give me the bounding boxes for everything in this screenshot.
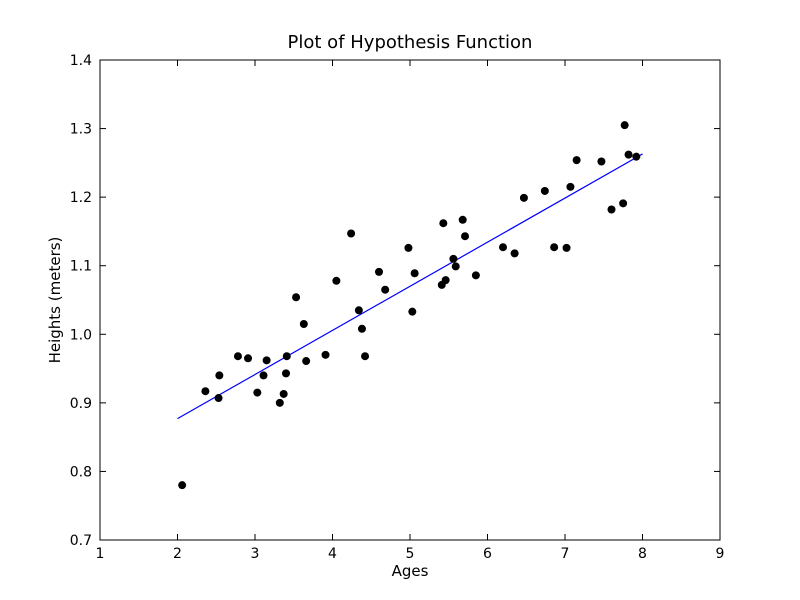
- data-point: [244, 354, 253, 363]
- data-point: [354, 306, 363, 315]
- data-point: [299, 320, 308, 328]
- data-point: [178, 481, 187, 490]
- data-point: [408, 307, 417, 316]
- data-point: [471, 271, 480, 280]
- axis-ticks: 1 2 3 4 5 6 7 8 9 0.7 0.8 0.9 1.0 1.1 1.2 1.3 1.4: [70, 53, 725, 562]
- data-point: [347, 229, 356, 238]
- y-axis-label: Heights (meters): [46, 237, 64, 364]
- y-tick-label: 0.7: [70, 533, 92, 549]
- data-point: [461, 232, 470, 241]
- data-point: [607, 205, 616, 214]
- data-point: [302, 357, 311, 366]
- data-point: [321, 350, 330, 359]
- y-tick-label: 1.4: [70, 53, 92, 69]
- data-point: [282, 352, 291, 361]
- hypothesis-line-layer: [177, 153, 643, 420]
- y-tick-label: 0.9: [70, 396, 92, 412]
- data-point: [499, 243, 507, 252]
- data-point: [404, 243, 413, 252]
- data-point: [410, 269, 419, 278]
- data-point: [597, 157, 606, 166]
- x-tick-label: 5: [406, 546, 415, 562]
- data-point: [262, 356, 271, 365]
- y-tick-label: 1.1: [70, 259, 92, 275]
- data-point: [282, 369, 290, 378]
- data-point: [632, 152, 641, 161]
- hypothesis-line: [177, 153, 643, 420]
- data-point: [233, 352, 242, 361]
- data-point: [550, 243, 559, 252]
- data-point: [562, 243, 571, 252]
- data-point: [292, 293, 301, 302]
- plot-area: [99, 59, 721, 541]
- y-tick-label: 1.0: [70, 327, 92, 343]
- data-point: [540, 186, 549, 195]
- data-point: [519, 193, 528, 202]
- data-point: [458, 215, 467, 224]
- y-tick-label: 0.8: [70, 464, 92, 480]
- data-point: [375, 267, 383, 276]
- data-point: [214, 394, 223, 403]
- x-tick-label: 4: [328, 546, 337, 562]
- data-point: [357, 324, 366, 333]
- x-tick-label: 8: [638, 546, 647, 562]
- data-point: [332, 276, 341, 285]
- data-point: [259, 371, 268, 380]
- data-points-layer: [178, 121, 641, 490]
- data-point: [361, 352, 370, 361]
- data-point: [624, 150, 633, 159]
- data-point: [566, 182, 575, 191]
- x-tick-label: 6: [483, 546, 492, 562]
- data-point: [275, 398, 284, 407]
- x-tick-label: 1: [96, 546, 105, 562]
- x-tick-label: 3: [251, 546, 260, 562]
- x-tick-label: 9: [716, 546, 725, 562]
- data-point: [510, 249, 519, 258]
- data-point: [620, 121, 629, 130]
- data-point: [451, 262, 460, 271]
- data-point: [449, 254, 458, 263]
- x-tick-label: 2: [173, 546, 182, 562]
- data-point: [572, 156, 581, 165]
- x-axis-label: Ages: [392, 562, 429, 580]
- x-tick-label: 7: [561, 546, 570, 562]
- y-tick-label: 1.3: [70, 122, 92, 138]
- data-point: [619, 199, 628, 208]
- data-point: [381, 285, 390, 294]
- data-point: [215, 371, 224, 380]
- data-point: [439, 219, 448, 228]
- data-point: [201, 387, 210, 396]
- chart-title: Plot of Hypothesis Function: [288, 32, 533, 53]
- data-point: [441, 276, 450, 285]
- y-tick-label: 1.2: [70, 190, 92, 206]
- data-point: [253, 388, 262, 397]
- data-point: [279, 389, 288, 398]
